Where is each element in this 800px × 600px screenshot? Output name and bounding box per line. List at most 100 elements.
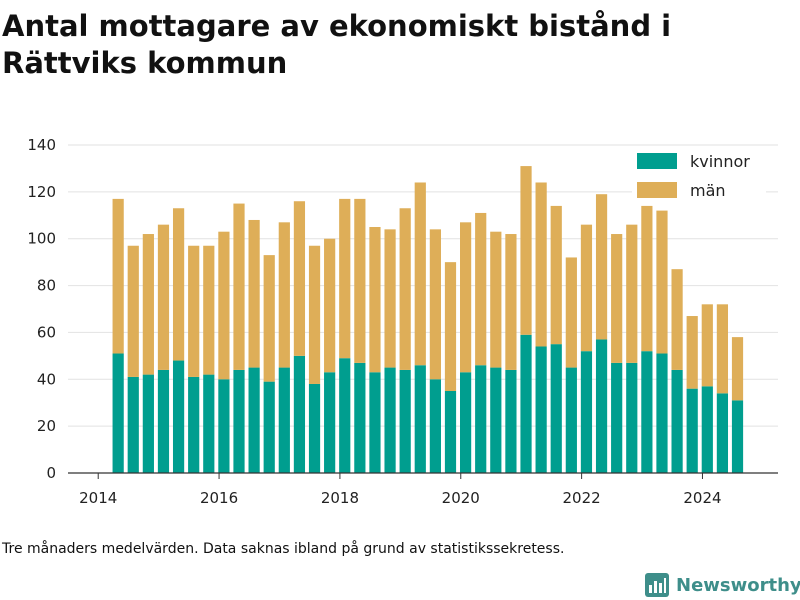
bar-män bbox=[641, 205, 653, 352]
bar-män bbox=[172, 208, 185, 361]
bar-män bbox=[308, 245, 321, 384]
bar-kvinnor bbox=[278, 367, 290, 473]
bar-kvinnor bbox=[293, 355, 306, 473]
bar-kvinnor bbox=[444, 391, 457, 473]
bar-kvinnor bbox=[188, 376, 200, 473]
legend: kvinnor män bbox=[632, 148, 766, 204]
legend-label-män: män bbox=[690, 181, 726, 200]
bar-kvinnor bbox=[308, 383, 321, 473]
x-tick-label: 2016 bbox=[200, 489, 238, 507]
x-tick-label: 2020 bbox=[442, 489, 480, 507]
bar-män bbox=[429, 229, 441, 380]
bar-kvinnor bbox=[475, 365, 487, 473]
bar-män bbox=[324, 238, 336, 373]
bar-män bbox=[112, 198, 124, 354]
bar-kvinnor bbox=[716, 393, 729, 473]
bar-män bbox=[293, 201, 306, 356]
bar-kvinnor bbox=[656, 353, 668, 473]
bar-kvinnor bbox=[731, 400, 744, 473]
bar-kvinnor bbox=[580, 351, 593, 473]
x-tick-label: 2022 bbox=[563, 489, 601, 507]
bar-kvinnor bbox=[595, 339, 608, 473]
newsworthy-logo-icon bbox=[645, 573, 669, 597]
bar-män bbox=[188, 245, 200, 377]
bar-män bbox=[671, 269, 683, 370]
bar-män bbox=[550, 205, 562, 345]
bar-män bbox=[203, 245, 215, 375]
y-tick-label: 120 bbox=[27, 183, 56, 201]
bar-män bbox=[520, 166, 532, 335]
brand-name: Newsworthy bbox=[676, 574, 800, 596]
bar-män bbox=[490, 231, 502, 368]
bar-män bbox=[656, 210, 668, 354]
bar-kvinnor bbox=[324, 372, 336, 473]
y-tick-label: 0 bbox=[46, 464, 56, 482]
bar-män bbox=[535, 182, 547, 347]
bar-kvinnor bbox=[354, 362, 366, 473]
y-tick-label: 60 bbox=[37, 323, 56, 341]
bar-män bbox=[701, 304, 713, 387]
bar-män bbox=[686, 316, 698, 389]
bar-kvinnor bbox=[233, 369, 245, 473]
bar-män bbox=[142, 234, 154, 375]
brand: Newsworthy bbox=[644, 570, 800, 600]
bar-män bbox=[218, 231, 230, 380]
bar-kvinnor bbox=[611, 362, 623, 473]
bar-kvinnor bbox=[414, 365, 426, 473]
legend-swatch-män bbox=[637, 182, 677, 198]
bar-kvinnor bbox=[686, 388, 698, 473]
x-tick-label: 2024 bbox=[683, 489, 721, 507]
bar-män bbox=[611, 234, 623, 363]
y-tick-label: 80 bbox=[37, 277, 56, 295]
bar-män bbox=[369, 227, 381, 373]
y-tick-label: 140 bbox=[27, 136, 56, 154]
chart-title: Antal mottagare av ekonomiskt bistånd i … bbox=[2, 9, 672, 80]
bar-män bbox=[475, 212, 487, 366]
bar-män bbox=[505, 234, 517, 370]
bar-series bbox=[112, 166, 744, 473]
bar-kvinnor bbox=[565, 367, 577, 473]
bar-kvinnor bbox=[218, 379, 230, 473]
bar-män bbox=[157, 224, 170, 370]
bar-män bbox=[399, 208, 411, 370]
bar-män bbox=[444, 262, 457, 391]
bar-män bbox=[354, 198, 366, 363]
bar-kvinnor bbox=[671, 369, 683, 473]
bar-kvinnor bbox=[535, 346, 547, 473]
footnote: Tre månaders medelvärden. Data saknas ib… bbox=[2, 541, 565, 557]
bar-kvinnor bbox=[505, 369, 517, 473]
bar-män bbox=[278, 222, 290, 368]
legend-label-kvinnor: kvinnor bbox=[690, 152, 750, 171]
y-tick-label: 40 bbox=[37, 370, 56, 388]
bar-kvinnor bbox=[203, 374, 215, 473]
y-tick-label: 20 bbox=[37, 417, 56, 435]
bar-män bbox=[263, 255, 275, 382]
bar-män bbox=[595, 194, 608, 340]
bar-kvinnor bbox=[369, 372, 381, 473]
bar-män bbox=[339, 198, 351, 359]
x-tick-label: 2014 bbox=[79, 489, 117, 507]
bar-kvinnor bbox=[399, 369, 411, 473]
bar-män bbox=[384, 229, 396, 368]
bar-kvinnor bbox=[460, 372, 472, 473]
bar-kvinnor bbox=[384, 367, 396, 473]
bar-kvinnor bbox=[641, 351, 653, 473]
bar-kvinnor bbox=[112, 353, 124, 473]
bar-kvinnor bbox=[142, 374, 154, 473]
bar-män bbox=[414, 182, 426, 366]
axes: 0 20 40 60 80 100 120 140 2014 2016 2018 2020 2022 20… bbox=[27, 136, 778, 507]
bar-kvinnor bbox=[550, 344, 562, 473]
legend-swatch-kvinnor bbox=[637, 153, 677, 169]
bar-män bbox=[580, 224, 593, 352]
bar-kvinnor bbox=[172, 360, 185, 473]
bar-män bbox=[127, 245, 139, 377]
bar-män bbox=[248, 219, 260, 368]
bar-kvinnor bbox=[157, 369, 170, 473]
bar-kvinnor bbox=[248, 367, 260, 473]
bar-kvinnor bbox=[520, 334, 532, 473]
bar-män bbox=[716, 304, 729, 394]
bar-män bbox=[233, 203, 245, 370]
bar-män bbox=[626, 224, 638, 363]
bar-kvinnor bbox=[701, 386, 713, 473]
